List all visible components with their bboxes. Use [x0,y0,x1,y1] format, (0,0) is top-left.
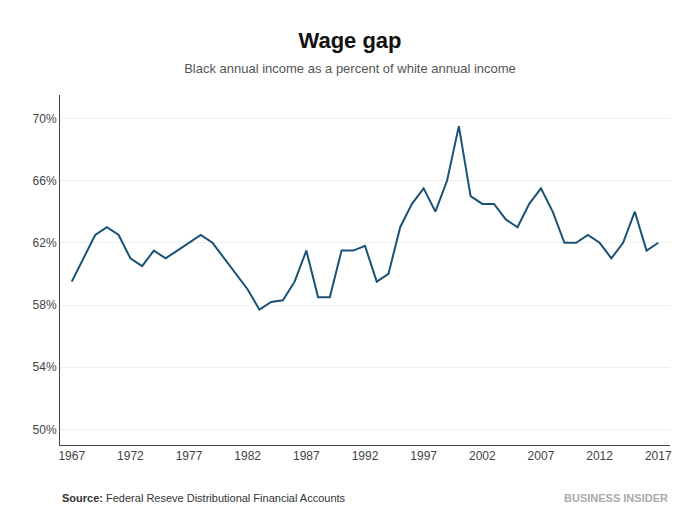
svg-text:1982: 1982 [234,449,261,463]
svg-text:1977: 1977 [176,449,203,463]
svg-text:1972: 1972 [117,449,144,463]
svg-text:1992: 1992 [352,449,379,463]
svg-text:2012: 2012 [586,449,613,463]
svg-text:54%: 54% [33,360,57,374]
svg-text:BUSINESS INSIDER: BUSINESS INSIDER [564,492,668,504]
svg-text:1967: 1967 [58,449,85,463]
svg-text:66%: 66% [33,174,57,188]
svg-text:Source: Federal Reseve Distrib: Source: Federal Reseve Distributional Fi… [62,492,346,504]
svg-text:70%: 70% [33,112,57,126]
svg-text:58%: 58% [33,298,57,312]
svg-text:1997: 1997 [410,449,437,463]
svg-text:50%: 50% [33,423,57,437]
svg-text:2002: 2002 [469,449,496,463]
svg-text:62%: 62% [33,236,57,250]
svg-text:Wage gap: Wage gap [298,28,401,53]
svg-text:2017: 2017 [645,449,672,463]
svg-text:Black annual income as a perce: Black annual income as a percent of whit… [184,61,516,76]
svg-text:1987: 1987 [293,449,320,463]
svg-text:2007: 2007 [528,449,555,463]
